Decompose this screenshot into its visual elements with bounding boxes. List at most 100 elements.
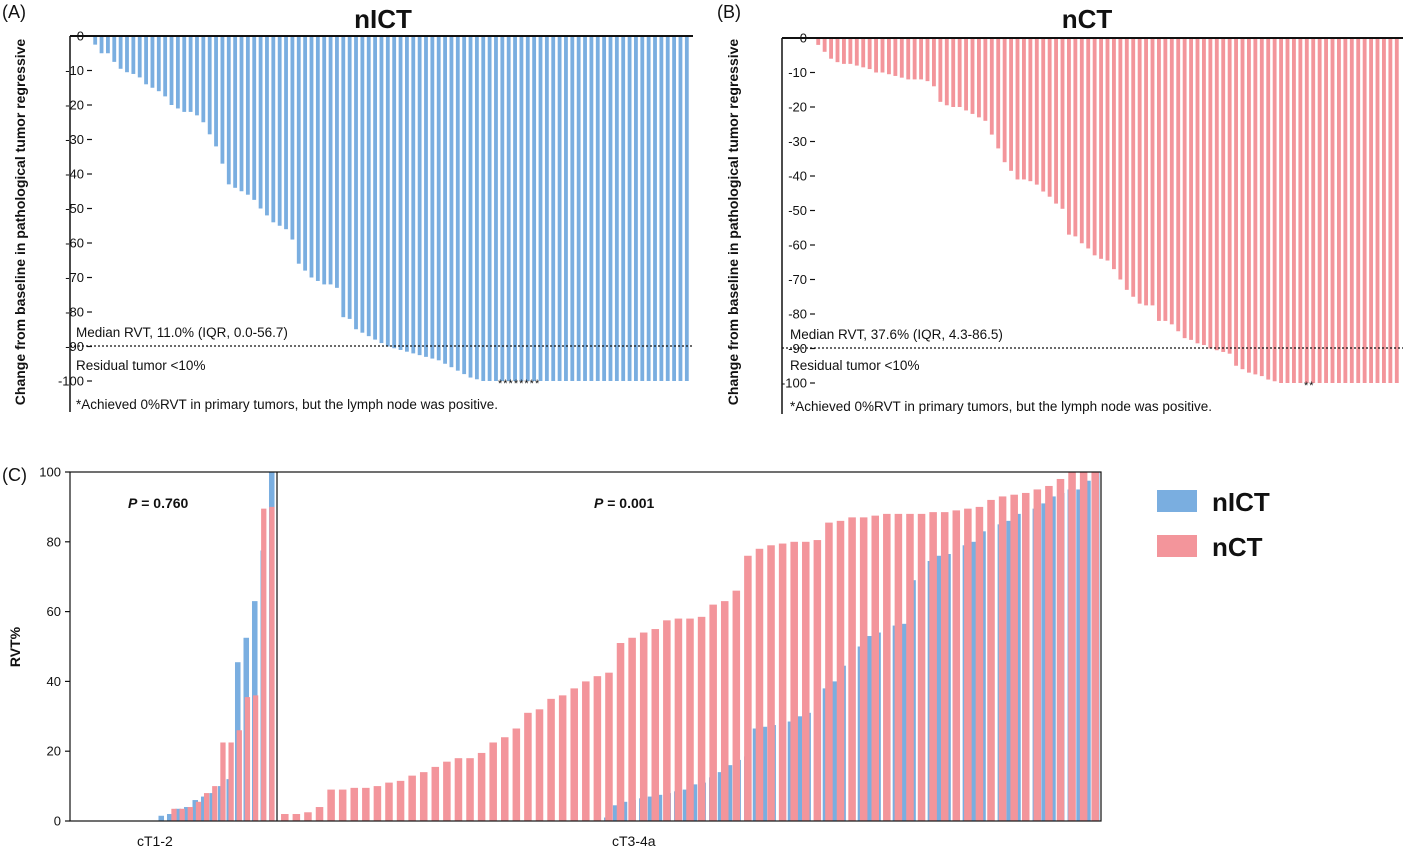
panel-a-bar	[487, 36, 492, 381]
panel-c-bar-nict	[691, 784, 698, 821]
panel-c-bar-nct	[744, 555, 752, 821]
panel-c-bar-nct	[385, 782, 393, 821]
panel-b-bar	[854, 38, 859, 66]
panel-a-bar	[417, 36, 422, 356]
panel-a-bar	[640, 36, 645, 381]
panel-b-bar	[1311, 38, 1316, 383]
panel-c-bar-nict	[761, 726, 768, 821]
panel-b-bar	[925, 38, 930, 82]
panel-c-bar-nct	[252, 695, 259, 821]
panel-b-bar	[1221, 38, 1226, 352]
panel-a-bar	[385, 36, 390, 347]
panel-c-bar-nct	[547, 698, 555, 821]
panel-c-bar-nict	[166, 814, 173, 821]
panel-c-bar-nct	[350, 787, 359, 821]
panel-a-bar	[258, 36, 263, 209]
panel-a-bar	[614, 36, 619, 381]
panel-c-bar-nct	[512, 728, 521, 821]
panel-b-bar	[964, 38, 968, 111]
panel-a-bar	[169, 36, 174, 105]
panel-c-bar-nct	[1010, 494, 1018, 821]
panel-a-bar	[551, 36, 556, 381]
panel-b-bar	[1343, 38, 1348, 383]
panel-c-tick-label: 100	[39, 465, 61, 480]
panel-a-bar	[634, 36, 638, 381]
panel-b-bar	[912, 38, 917, 80]
panel-c-bar-nct	[489, 742, 497, 821]
panel-a-bar	[595, 36, 600, 381]
panel-c-bar-nct	[269, 506, 275, 821]
panel-b-bar	[1317, 38, 1322, 383]
panel-b-y-axis-label: Change from baseline in pathological tum…	[725, 39, 741, 406]
panel-a-bar	[576, 36, 581, 381]
panel-b-bar	[1157, 38, 1161, 321]
panel-c-bar-nct	[408, 775, 416, 821]
panel-a-bar	[125, 36, 129, 73]
panel-b-bar	[874, 38, 878, 73]
panel-a-bar	[570, 36, 575, 381]
panel-b-bar	[899, 38, 904, 78]
panel-c-bar-nct	[524, 712, 532, 821]
panel-c-p-right-letter: P	[594, 495, 604, 511]
panel-c-bar-nct	[616, 643, 625, 821]
panel-c-bar-nct	[338, 789, 347, 821]
panel-b-bar	[989, 38, 994, 135]
panel-a: (A) nICT Change from baseline in patholo…	[2, 2, 693, 412]
panel-c-bar-nct	[171, 808, 177, 821]
panel-b-bar	[970, 38, 975, 114]
panel-c-bar-nct	[917, 513, 926, 821]
panel-a-tick-label: -40	[65, 167, 84, 182]
panel-a-bar	[557, 36, 562, 381]
panel-c-bar-nct	[281, 814, 289, 821]
panel-a-bar	[646, 36, 651, 381]
panel-c-bar-nict	[621, 801, 628, 821]
panel-b-y-ticks: 0-10-20-30-40-50-60-70-80-90-100	[781, 31, 815, 391]
panel-b-bar	[1202, 38, 1206, 346]
panel-a-tick-label: -60	[65, 236, 84, 251]
panel-b-bar	[938, 38, 943, 102]
panel-c-tick-label: 60	[47, 604, 61, 619]
panel-b-residual-text: Residual tumor <10%	[790, 358, 919, 373]
panel-a-residual-text: Residual tumor <10%	[76, 358, 205, 373]
panel-a-bar	[226, 36, 231, 185]
panel-a-bar	[653, 36, 657, 381]
legend: nICT nCT	[1157, 487, 1270, 562]
panel-c-bar-nict	[1085, 480, 1091, 821]
panel-c-bar-nct	[582, 681, 590, 821]
panel-b-bar	[996, 38, 1001, 149]
panel-a-bar	[627, 36, 632, 381]
panel-c-bar-nct	[220, 742, 226, 821]
panel-c-bar-nict	[717, 772, 724, 821]
panel-b-bar	[1176, 38, 1181, 332]
panel-c-bar-nict	[656, 794, 663, 821]
panel-c-bar-nict	[612, 805, 619, 821]
panel-a-bar	[112, 36, 117, 62]
panel-c-bar-nct	[802, 541, 810, 821]
panel-c-bar-nict	[1041, 503, 1047, 821]
panel-a-bar	[163, 36, 168, 97]
panel-b-bar	[1182, 38, 1187, 339]
panel-c-bar-nct	[952, 510, 961, 821]
panel-a-bar	[672, 36, 677, 381]
panel-c-bar-nct	[778, 543, 787, 821]
panel-b-bar	[1131, 38, 1136, 297]
panel-b-bar	[1195, 38, 1200, 344]
panel-b-tick-label: -100	[781, 376, 807, 391]
panel-c-bar-nct	[203, 793, 210, 821]
panel-a-bar	[144, 36, 148, 85]
panel-a-bar	[481, 36, 486, 381]
panel-b-bar	[880, 38, 885, 73]
panel-c-p-left: P = 0.760	[128, 495, 189, 511]
panel-c-bar-nict	[158, 815, 165, 821]
panel-b: (B) nCT Change from baseline in patholog…	[717, 2, 1403, 414]
panel-c-bar-nct	[929, 512, 937, 821]
panel-b-bar	[848, 38, 853, 64]
panel-c-bar-nct	[195, 801, 202, 821]
panel-c-bar-nct	[593, 676, 602, 821]
panel-b-bar	[1382, 38, 1386, 383]
panel-c-tick-label: 40	[47, 674, 61, 689]
panel-b-tick-label: -10	[788, 65, 807, 80]
panel-c-bar-nct	[396, 780, 405, 821]
panel-c-bar-nct	[628, 637, 636, 821]
panel-c-bar-nct	[570, 688, 578, 821]
